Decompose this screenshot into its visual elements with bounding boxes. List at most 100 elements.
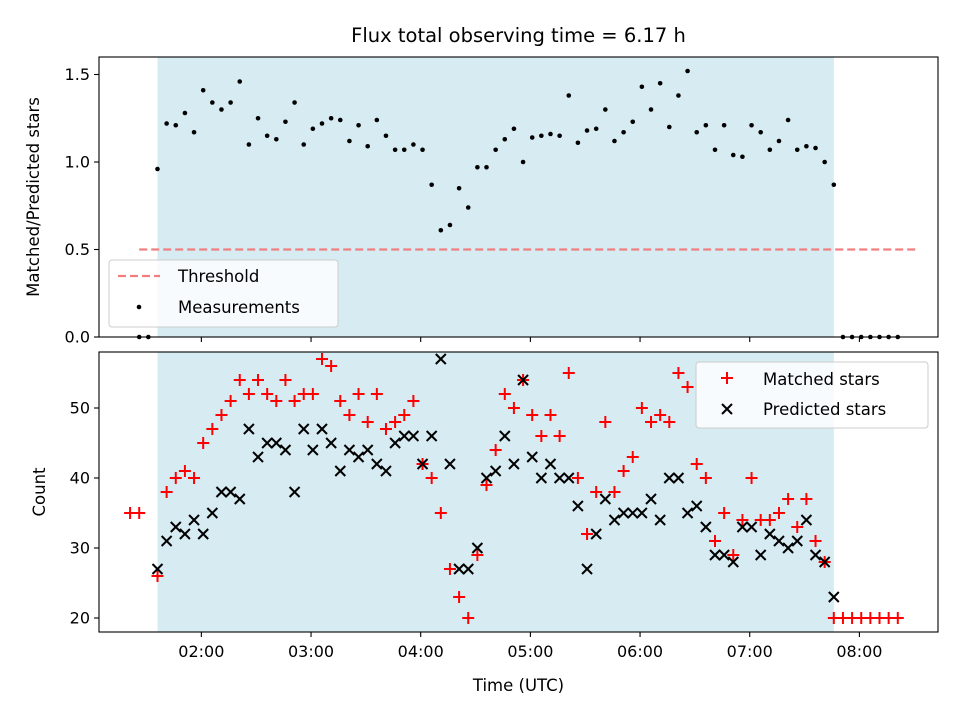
predicted-star-point bbox=[745, 521, 758, 533]
matched-star-point bbox=[343, 409, 356, 421]
predicted-star-point bbox=[590, 528, 602, 540]
predicted-star-point bbox=[563, 472, 575, 484]
chart-title: Flux total observing time = 6.17 h bbox=[351, 24, 686, 47]
top-y-tick-label: 0.0 bbox=[65, 328, 90, 347]
matched-star-point bbox=[279, 374, 292, 386]
measurement-point bbox=[392, 147, 398, 153]
predicted-star-point bbox=[288, 486, 301, 498]
predicted-star-point bbox=[234, 493, 246, 505]
measurement-point bbox=[210, 100, 215, 105]
predicted-star-point bbox=[352, 451, 365, 463]
predicted-star-point bbox=[499, 430, 511, 442]
matched-star-point bbox=[306, 388, 319, 400]
predicted-star-point bbox=[553, 472, 566, 484]
matched-star-point bbox=[544, 409, 557, 421]
measurement-point bbox=[228, 100, 233, 105]
top-y-axis-label: Matched/Predicted stars bbox=[24, 97, 43, 297]
bottom-y-tick-label: 40 bbox=[70, 469, 90, 488]
matched-star-point bbox=[471, 549, 484, 561]
measurement-point bbox=[255, 115, 261, 121]
matched-star-point bbox=[553, 430, 566, 442]
predicted-star-point bbox=[261, 437, 273, 449]
predicted-star-point bbox=[636, 507, 648, 519]
matched-star-point bbox=[690, 458, 703, 470]
matched-star-point bbox=[608, 486, 621, 498]
threshold-legend-label: Threshold bbox=[177, 267, 259, 286]
predicted-star-point bbox=[727, 556, 739, 568]
measurement-point bbox=[794, 147, 800, 153]
matched-star-point bbox=[361, 416, 374, 428]
matched-star-point bbox=[791, 521, 804, 533]
top-y-tick-label: 0.5 bbox=[65, 240, 90, 259]
matched-star-point bbox=[398, 409, 411, 421]
predicted-star-point bbox=[691, 500, 703, 512]
matched-star-point bbox=[133, 507, 146, 519]
matched-star-point bbox=[434, 507, 447, 519]
predicted-star-point bbox=[508, 458, 520, 470]
matched-star-point bbox=[663, 416, 676, 428]
predicted-star-point bbox=[279, 444, 292, 456]
bottom-y-tick-label: 50 bbox=[70, 399, 90, 418]
predicted-star-point bbox=[179, 528, 191, 540]
measurement-point bbox=[438, 227, 444, 233]
measurement-point bbox=[621, 129, 626, 135]
matched-star-point bbox=[215, 409, 228, 421]
predicted-star-point bbox=[809, 549, 822, 561]
measurement-point bbox=[630, 119, 636, 125]
bottom-y-tick-label: 30 bbox=[70, 539, 90, 558]
predicted-star-point bbox=[407, 430, 420, 442]
matched-star-point bbox=[590, 486, 603, 498]
measurement-point bbox=[310, 126, 316, 132]
matched-star-point bbox=[526, 409, 539, 421]
predicted-star-point bbox=[572, 500, 584, 512]
matched-star-point bbox=[188, 472, 201, 484]
predicted-star-point bbox=[197, 528, 209, 540]
predicted-star-point bbox=[325, 437, 337, 449]
matched-star-point bbox=[316, 353, 329, 365]
measurement-point bbox=[337, 117, 343, 123]
matched-star-point bbox=[197, 437, 210, 449]
bottom-legend-box bbox=[695, 361, 929, 429]
bottom-legend: Matched stars Predicted stars bbox=[695, 361, 929, 429]
measurement-point bbox=[182, 110, 188, 116]
measurement-point bbox=[200, 87, 206, 93]
matched-star-point bbox=[407, 395, 420, 407]
measurement-point bbox=[301, 142, 307, 147]
predicted-star-point bbox=[444, 458, 456, 470]
matched-star-point bbox=[571, 472, 584, 484]
measurement-point bbox=[283, 119, 288, 125]
predicted-star-point bbox=[718, 549, 730, 561]
predicted-star-point bbox=[453, 563, 465, 575]
predicted-star-point bbox=[709, 549, 721, 561]
measurement-point bbox=[383, 133, 389, 139]
matched-star-point bbox=[480, 479, 493, 491]
matched-star-point bbox=[379, 423, 392, 435]
matched-legend-swatch bbox=[721, 372, 733, 384]
top-legend-box bbox=[108, 259, 339, 328]
measurement-point bbox=[676, 93, 681, 98]
measurement-point bbox=[429, 182, 434, 188]
matched-star-point bbox=[242, 388, 255, 400]
predicted-star-point bbox=[170, 521, 182, 533]
matched-star-point bbox=[745, 472, 758, 484]
measurement-point bbox=[411, 142, 416, 147]
measurement-point bbox=[484, 164, 489, 170]
matched-star-point bbox=[800, 493, 813, 505]
measurement-point bbox=[356, 122, 361, 128]
matched-star-point bbox=[498, 388, 511, 400]
measurement-point bbox=[529, 135, 535, 140]
predicted-star-point bbox=[480, 472, 493, 484]
predicted-star-point bbox=[800, 514, 813, 526]
matched-star-point bbox=[617, 465, 630, 477]
predicted-star-point bbox=[828, 591, 840, 603]
measurement-point bbox=[639, 84, 645, 90]
matched-star-point bbox=[233, 374, 246, 386]
measurement-point bbox=[712, 147, 718, 153]
x-tick-label: 05:00 bbox=[507, 642, 553, 661]
measurement-point bbox=[465, 205, 471, 210]
measurement-point bbox=[685, 68, 690, 74]
matched-star-point bbox=[507, 402, 520, 414]
matched-star-point bbox=[252, 374, 265, 386]
predicted-star-point bbox=[188, 514, 200, 526]
predicted-star-point bbox=[681, 507, 694, 519]
